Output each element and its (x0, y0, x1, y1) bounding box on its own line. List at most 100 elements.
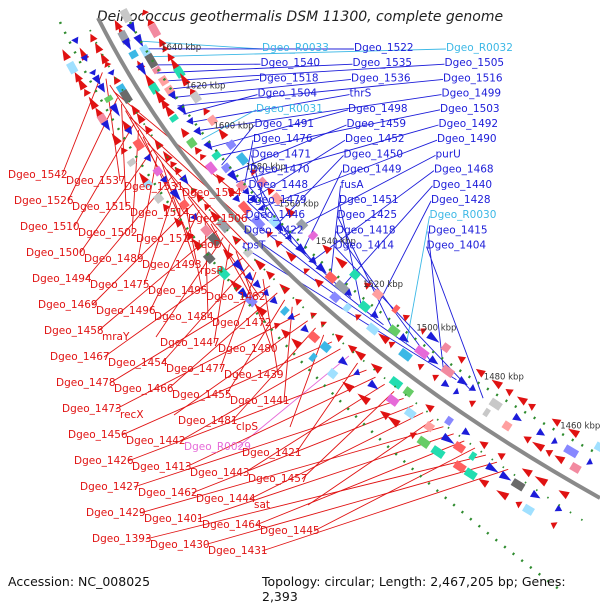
gene-feature (386, 394, 400, 407)
leader-line (243, 247, 457, 380)
gene-label: Dgeo_1442 (126, 435, 186, 447)
gene-feature (132, 138, 144, 151)
kbp-tick-label: 1520 kbp (363, 280, 403, 290)
gene-label: mraY (102, 331, 130, 343)
gene-feature (127, 21, 139, 35)
gene-label: Dgeo_1504 (258, 88, 318, 100)
gene-label: deoD (194, 239, 222, 251)
gene-label: Dgeo_1430 (150, 539, 210, 551)
gene-label: Dgeo_1503 (440, 103, 500, 115)
gene-feature (349, 269, 361, 281)
gene-label: Dgeo_R0031 (256, 103, 323, 115)
gene-label: Dgeo_1531 (124, 181, 184, 193)
gene-feature (338, 356, 351, 368)
gene-label: Dgeo_1448 (249, 179, 309, 191)
gene-label: Dgeo_1470 (250, 164, 310, 176)
gene-label: Dgeo_1444 (196, 493, 256, 505)
gene-feature (495, 450, 505, 461)
gene-label: Dgeo_1478 (56, 377, 116, 389)
gene-label: rpsP (200, 265, 223, 277)
gene-feature (378, 408, 391, 421)
gene-feature (244, 272, 256, 284)
gene-feature (211, 150, 221, 160)
gene-feature (430, 372, 439, 382)
gene-label: Dgeo_R0032 (446, 42, 513, 54)
gene-label: Dgeo_1415 (428, 224, 488, 236)
gene-feature (549, 519, 558, 529)
gene-feature (469, 384, 479, 394)
gene-feature (119, 8, 132, 23)
gene-feature (227, 170, 241, 185)
gene-label: Dgeo_1476 (253, 133, 313, 145)
gene-feature (318, 319, 327, 328)
gene-feature (586, 458, 595, 468)
gene-label: Dgeo_1484 (154, 311, 214, 323)
leader-line (151, 64, 260, 65)
gene-feature (513, 499, 522, 509)
gene-label: Dgeo_1489 (84, 253, 144, 265)
accession-text: Accession: NC_008025 (8, 574, 150, 589)
gene-feature (526, 400, 536, 410)
gene-label: Dgeo_1431 (208, 545, 268, 557)
gene-label: Dgeo_1462 (138, 487, 198, 499)
gene-label: Dgeo_1425 (338, 209, 398, 221)
gene-feature (276, 281, 290, 295)
gene-feature (151, 137, 164, 150)
gene-feature (353, 369, 362, 379)
gene-label: Dgeo_1510 (20, 221, 80, 233)
gene-label: Dgeo_1516 (443, 72, 503, 84)
gene-feature (85, 95, 99, 110)
gene-feature (251, 256, 266, 271)
gene-label: Dgeo_1475 (90, 279, 150, 291)
gene-feature (530, 438, 545, 452)
gene-feature (515, 393, 528, 405)
gene-feature (530, 490, 543, 502)
gene-label: Dgeo_1511 (136, 233, 196, 245)
gene-label: Dgeo_1492 (439, 118, 499, 130)
gene-label: Dgeo_1515 (72, 201, 132, 213)
kbp-tick-label: 1460 kbp (560, 422, 600, 432)
gene-label: purU (436, 148, 461, 160)
gene-label: Dgeo_1500 (26, 247, 86, 259)
gene-feature (464, 467, 478, 480)
gene-feature (522, 504, 535, 516)
gene-label: clpS (236, 421, 258, 433)
gene-feature (389, 376, 404, 390)
gene-feature (521, 433, 532, 444)
gene-feature (269, 296, 280, 307)
gene-label: Dgeo_1473 (62, 403, 122, 415)
gene-label: Dgeo_1496 (96, 305, 156, 317)
gene-feature (355, 390, 371, 405)
gene-label: sat (254, 499, 270, 511)
gene-feature (511, 478, 526, 491)
gene-label: Dgeo_1445 (260, 525, 320, 537)
gene-feature (325, 271, 338, 284)
gene-feature (280, 306, 290, 316)
gene-feature (461, 427, 472, 438)
gene-feature (387, 324, 400, 337)
kbp-tick-label: 1600 kbp (214, 122, 254, 132)
gene-feature (417, 436, 431, 449)
gene-label: thrS (350, 88, 372, 100)
gene-label: Dgeo_1493 (142, 259, 202, 271)
gene-label: Dgeo_1505 (445, 57, 505, 69)
gene-label: Dgeo_1457 (248, 473, 308, 485)
gene-label: Dgeo_1468 (434, 164, 494, 176)
gene-feature (186, 137, 198, 149)
gene-feature (59, 47, 71, 61)
gene-label: Dgeo_1458 (44, 325, 104, 337)
gene-feature (144, 154, 155, 164)
gene-feature (110, 74, 121, 85)
gene-feature (293, 296, 303, 306)
kbp-tick-label: 1500 kbp (416, 323, 456, 333)
gene-label: Dgeo_1439 (224, 369, 284, 381)
gene-label: Dgeo_1481 (178, 415, 238, 427)
gene-feature (455, 353, 466, 364)
gene-feature (128, 49, 138, 59)
gene-feature (376, 330, 391, 344)
gene-feature (107, 69, 116, 77)
gene-feature (494, 487, 509, 501)
gene-feature (536, 428, 547, 439)
gene-feature (308, 310, 318, 320)
gene-feature (108, 131, 122, 146)
